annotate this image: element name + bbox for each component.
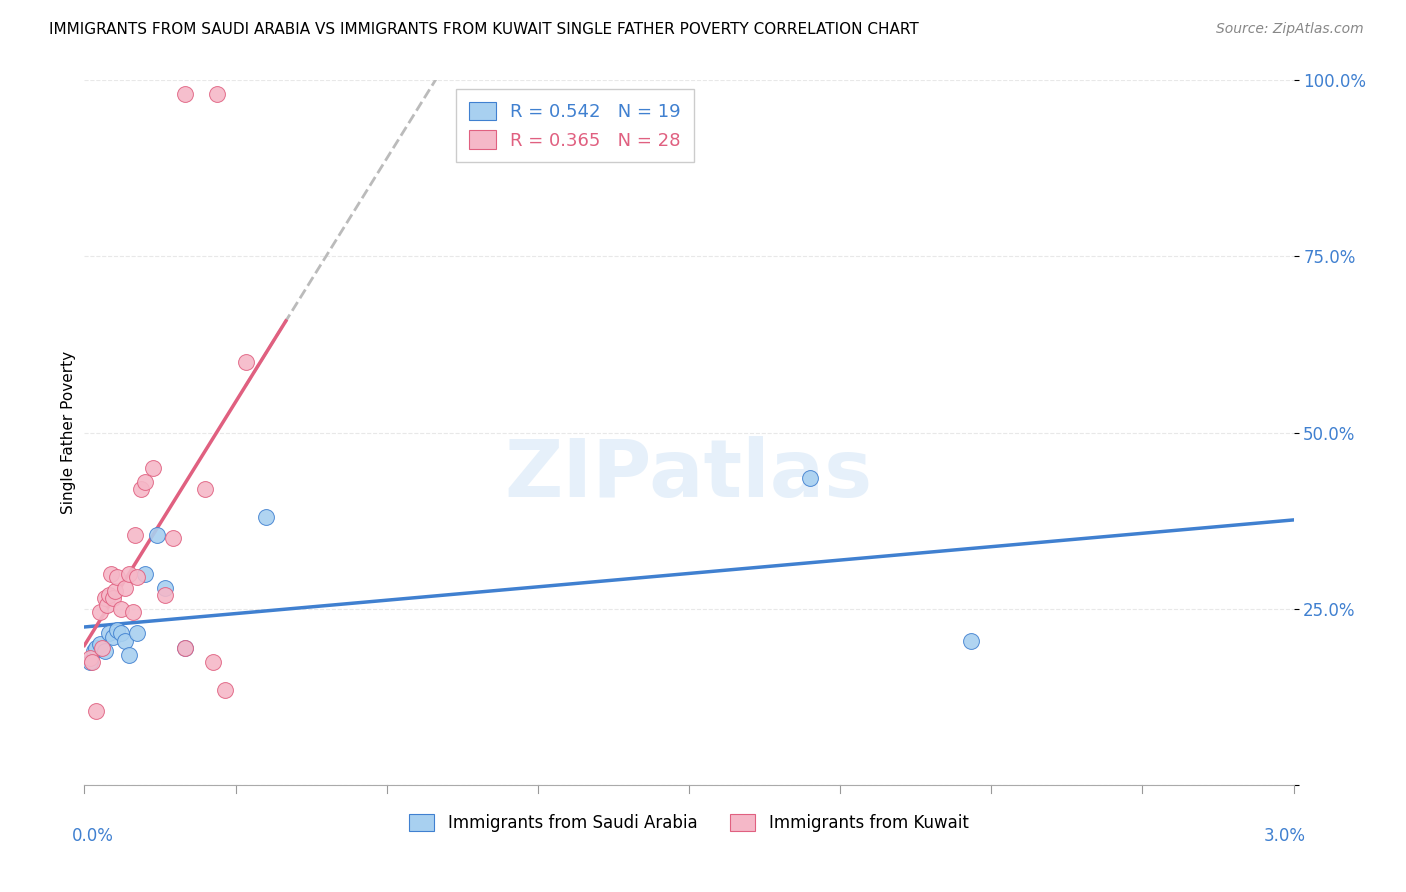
Point — [142, 460, 165, 475]
Point — [960, 633, 983, 648]
Point — [97, 588, 120, 602]
Point — [93, 644, 115, 658]
Text: 3.0%: 3.0% — [1264, 827, 1306, 846]
Point — [93, 591, 115, 606]
Point — [124, 528, 146, 542]
Point — [194, 482, 217, 496]
Point — [110, 601, 132, 615]
Point — [174, 640, 197, 655]
Point — [146, 528, 169, 542]
Point — [114, 581, 136, 595]
Point — [105, 623, 128, 637]
Point — [174, 640, 197, 655]
Point — [79, 655, 101, 669]
Point — [101, 591, 124, 606]
Point — [86, 704, 108, 718]
Point — [105, 570, 128, 584]
Point — [153, 588, 176, 602]
Point — [114, 633, 136, 648]
Point — [125, 570, 148, 584]
Point — [101, 630, 124, 644]
Text: 0.0%: 0.0% — [72, 827, 114, 846]
Point — [174, 87, 197, 102]
Point — [118, 566, 141, 581]
Text: IMMIGRANTS FROM SAUDI ARABIA VS IMMIGRANTS FROM KUWAIT SINGLE FATHER POVERTY COR: IMMIGRANTS FROM SAUDI ARABIA VS IMMIGRAN… — [49, 22, 920, 37]
Point — [202, 655, 225, 669]
Point — [134, 475, 156, 489]
Point — [235, 355, 257, 369]
Text: ZIPatlas: ZIPatlas — [505, 436, 873, 514]
Point — [82, 655, 104, 669]
Point — [97, 626, 120, 640]
Point — [91, 640, 114, 655]
Point — [89, 637, 111, 651]
Legend: Immigrants from Saudi Arabia, Immigrants from Kuwait: Immigrants from Saudi Arabia, Immigrants… — [401, 805, 977, 840]
Point — [121, 605, 143, 619]
Point — [86, 640, 108, 655]
Point — [125, 626, 148, 640]
Point — [110, 626, 132, 640]
Point — [162, 532, 184, 546]
Point — [79, 651, 101, 665]
Point — [118, 648, 141, 662]
Text: Source: ZipAtlas.com: Source: ZipAtlas.com — [1216, 22, 1364, 37]
Point — [254, 510, 277, 524]
Point — [207, 87, 229, 102]
Point — [134, 566, 156, 581]
Point — [89, 605, 111, 619]
Point — [799, 471, 821, 485]
Point — [96, 599, 118, 613]
Point — [214, 682, 236, 697]
Point — [104, 584, 127, 599]
Point — [100, 566, 122, 581]
Y-axis label: Single Father Poverty: Single Father Poverty — [60, 351, 76, 514]
Point — [129, 482, 152, 496]
Point — [153, 581, 176, 595]
Point — [83, 644, 105, 658]
